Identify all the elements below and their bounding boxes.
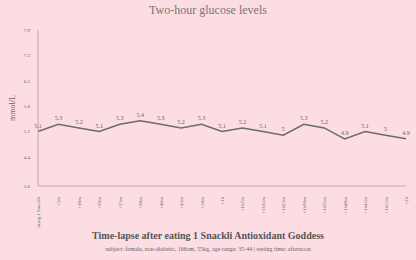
html-text:subject: female, non-diabetic,: subject: female, non-diabetic, 166cm, 55…	[105, 246, 311, 252]
svg-text:4.9: 4.9	[341, 130, 349, 136]
html-text:Two-hour glucose levels: Two-hour glucose levels	[149, 3, 267, 17]
svg-text:+1h55m: +1h55m	[384, 197, 389, 214]
svg-text:+1h40m: +1h40m	[343, 197, 348, 214]
svg-text:5.3: 5.3	[116, 115, 124, 121]
svg-text:+40m: +40m	[159, 197, 164, 209]
svg-text:+45m: +45m	[179, 197, 184, 209]
svg-text:+1h35m: +1h35m	[322, 197, 327, 214]
svg-text:5.3: 5.3	[55, 115, 63, 121]
svg-text:+1h15m: +1h15m	[261, 197, 266, 214]
svg-text:4.4: 4.4	[24, 155, 31, 160]
svg-text:3.6: 3.6	[24, 184, 31, 189]
svg-text:5.1: 5.1	[218, 123, 226, 129]
svg-text:+5m: +5m	[56, 197, 61, 206]
svg-text:mmol/L: mmol/L	[8, 95, 17, 121]
svg-text:6.5: 6.5	[24, 79, 31, 84]
svg-text:5: 5	[384, 126, 387, 132]
svg-text:+20m: +20m	[97, 197, 102, 209]
svg-text:5.1: 5.1	[34, 123, 42, 129]
svg-text:+25m: +25m	[118, 197, 123, 209]
svg-text:5.1: 5.1	[361, 123, 369, 129]
svg-text:+1h45m: +1h45m	[363, 197, 368, 214]
svg-text:5.2: 5.2	[75, 119, 83, 125]
svg-text:5.8: 5.8	[24, 104, 31, 109]
svg-text:5.4: 5.4	[136, 112, 144, 118]
svg-text:7.9: 7.9	[24, 28, 31, 33]
svg-text:5.3: 5.3	[300, 115, 308, 121]
svg-text:5.2: 5.2	[177, 119, 185, 125]
svg-text:+50m: +50m	[200, 197, 205, 209]
svg-text:4.9: 4.9	[402, 130, 408, 136]
svg-text:Eating 1 Snackli: Eating 1 Snackli	[36, 196, 41, 228]
svg-text:+2h: +2h	[404, 197, 408, 205]
svg-text:5.3: 5.3	[198, 115, 206, 121]
svg-text:5.1: 5.1	[96, 123, 104, 129]
svg-text:+1h25m: +1h25m	[281, 197, 286, 214]
svg-text:+1h30m: +1h30m	[302, 197, 307, 214]
svg-text:+10m: +10m	[77, 197, 82, 209]
svg-text:5.2: 5.2	[239, 119, 247, 125]
html-text:Time-lapse after eating 1 Snac: Time-lapse after eating 1 Snackli Antiox…	[92, 230, 324, 241]
svg-text:+30m: +30m	[138, 197, 143, 209]
svg-text:7.2: 7.2	[24, 53, 31, 58]
svg-text:5.2: 5.2	[320, 119, 328, 125]
svg-text:+1h: +1h	[220, 197, 225, 205]
svg-text:5.1: 5.1	[259, 123, 267, 129]
svg-text:5: 5	[282, 126, 285, 132]
svg-text:5.1: 5.1	[24, 129, 31, 134]
svg-text:5.3: 5.3	[157, 115, 165, 121]
svg-text:+1h7m: +1h7m	[240, 197, 245, 211]
